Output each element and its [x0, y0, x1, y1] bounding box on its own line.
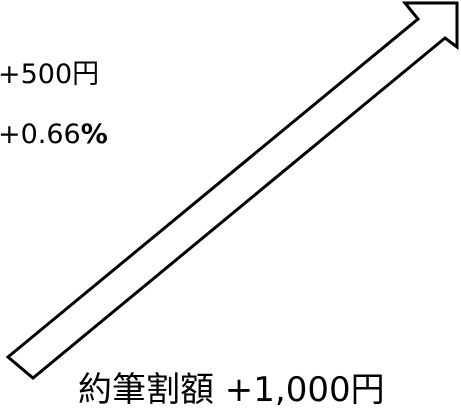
price-change-percent-value: +0.66: [0, 119, 81, 150]
arrow-shape: [5, 1, 459, 380]
price-change-amount: +500円: [0, 61, 99, 88]
price-change-amount-text: +500円: [0, 59, 100, 90]
percent-sign: %: [80, 119, 108, 150]
price-change-percent: +0.66%: [0, 121, 108, 148]
bottom-caption: 約筆割額 +1,000円: [78, 370, 385, 410]
up-right-arrow-icon: [5, 1, 459, 380]
